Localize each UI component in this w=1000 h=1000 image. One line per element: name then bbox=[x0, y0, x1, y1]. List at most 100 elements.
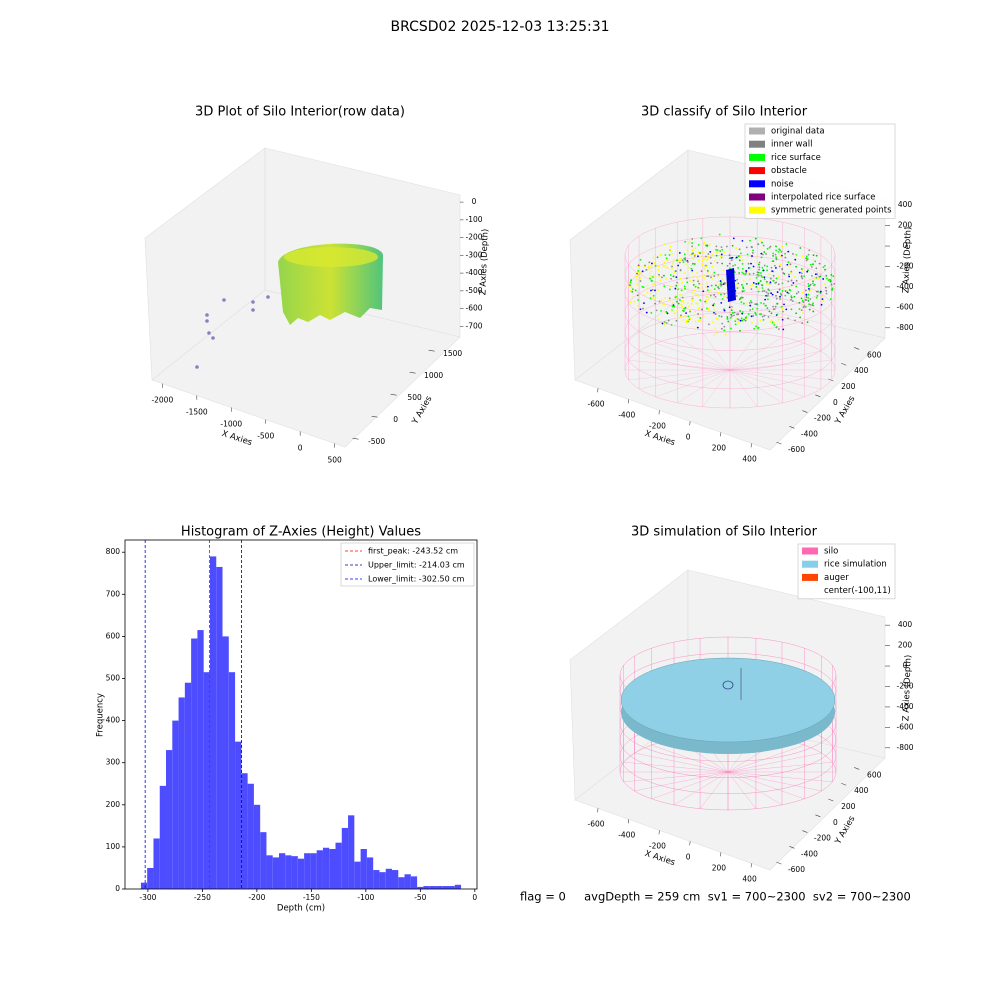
classified-point bbox=[777, 250, 780, 253]
classified-point bbox=[697, 278, 699, 281]
classified-point bbox=[663, 243, 666, 245]
classified-point bbox=[719, 280, 722, 282]
classified-point bbox=[703, 258, 706, 260]
classified-point bbox=[818, 275, 821, 278]
classified-point bbox=[820, 303, 823, 306]
figure-title: BRCSD02 2025-12-03 13:25:31 bbox=[390, 19, 609, 35]
classified-point bbox=[766, 265, 769, 268]
classified-point bbox=[772, 274, 775, 277]
classified-point bbox=[655, 309, 658, 312]
classified-point bbox=[807, 285, 810, 287]
legend-swatch bbox=[802, 573, 818, 581]
pane bbox=[574, 711, 886, 871]
wireframe bbox=[727, 771, 833, 783]
classified-point bbox=[674, 287, 677, 290]
histogram-bar bbox=[329, 849, 336, 889]
tick-label: -200 bbox=[814, 414, 831, 423]
classified-point bbox=[792, 282, 795, 284]
classified-point bbox=[668, 285, 671, 288]
classified-point bbox=[699, 320, 702, 323]
classified-point bbox=[650, 289, 652, 292]
histogram-bar bbox=[272, 857, 280, 889]
classified-point bbox=[781, 267, 784, 270]
classified-point bbox=[709, 256, 712, 259]
classified-point bbox=[774, 253, 777, 256]
classified-point bbox=[727, 320, 730, 323]
classified-point bbox=[779, 254, 782, 257]
classified-point bbox=[636, 283, 639, 286]
classified-point bbox=[760, 313, 763, 315]
classified-point bbox=[736, 278, 739, 281]
classified-point bbox=[765, 291, 768, 294]
histogram-bar bbox=[354, 861, 361, 889]
classified-point bbox=[738, 298, 741, 301]
histogram-bar bbox=[316, 850, 323, 889]
classified-point bbox=[762, 269, 765, 272]
classified-point bbox=[750, 256, 753, 259]
tick-mark bbox=[371, 415, 378, 418]
classified-point bbox=[732, 264, 734, 267]
tick-label: 600 bbox=[867, 770, 882, 779]
classified-point bbox=[752, 249, 754, 252]
classified-point bbox=[703, 241, 706, 244]
classified-point bbox=[823, 264, 826, 267]
classified-point bbox=[714, 313, 717, 315]
tick-label: -800 bbox=[896, 743, 913, 752]
classified-point bbox=[773, 324, 776, 326]
classified-point bbox=[700, 286, 703, 289]
classified-point bbox=[692, 283, 695, 286]
classified-point bbox=[772, 254, 774, 257]
point-cloud bbox=[284, 247, 378, 267]
classified-point bbox=[830, 273, 833, 276]
tick-label: 200 bbox=[712, 863, 727, 872]
wireframe bbox=[727, 752, 822, 773]
wireframe bbox=[727, 771, 783, 806]
classified-point bbox=[833, 282, 836, 285]
tick-label: 1000 bbox=[424, 371, 443, 380]
tick-label: -600 bbox=[588, 399, 605, 408]
classified-point bbox=[747, 262, 750, 265]
classified-point bbox=[811, 274, 813, 277]
classified-point bbox=[688, 318, 691, 321]
classified-point bbox=[684, 315, 687, 318]
rice-surface bbox=[620, 657, 836, 743]
classified-point bbox=[721, 283, 723, 286]
tick-label: -400 bbox=[465, 268, 482, 277]
tick-mark bbox=[409, 371, 416, 374]
classified-point bbox=[705, 286, 708, 289]
tick-label: 500 bbox=[327, 455, 342, 464]
tick-mark bbox=[815, 814, 821, 818]
classified-point bbox=[767, 282, 770, 285]
classified-point bbox=[801, 291, 804, 294]
panel-title: 3D classify of Silo Interior bbox=[641, 105, 808, 120]
classified-point bbox=[814, 273, 817, 276]
classified-point bbox=[706, 270, 709, 272]
classified-point bbox=[772, 252, 775, 255]
classified-point bbox=[810, 266, 813, 268]
x-tick-label: -100 bbox=[357, 893, 374, 902]
classified-point bbox=[702, 256, 705, 259]
classified-point bbox=[714, 327, 717, 330]
classified-point bbox=[718, 314, 721, 317]
x-axis-label: Depth (cm) bbox=[277, 904, 325, 914]
classified-point bbox=[687, 315, 690, 318]
classified-point bbox=[665, 278, 668, 281]
classified-point bbox=[679, 269, 682, 271]
classified-point bbox=[637, 299, 640, 301]
classified-point bbox=[702, 277, 705, 280]
histogram-bar bbox=[322, 847, 330, 889]
classified-point bbox=[790, 272, 793, 275]
wireframe bbox=[702, 369, 731, 407]
classified-point bbox=[685, 277, 688, 280]
classified-point bbox=[700, 283, 703, 286]
classified-point bbox=[744, 319, 747, 322]
classified-point bbox=[697, 286, 700, 289]
classified-point bbox=[775, 326, 778, 329]
classified-point bbox=[717, 318, 719, 321]
classified-point bbox=[751, 322, 753, 324]
wireframe bbox=[651, 744, 729, 773]
classified-point bbox=[696, 276, 698, 279]
classified-point bbox=[775, 256, 777, 259]
classified-point bbox=[654, 254, 656, 257]
